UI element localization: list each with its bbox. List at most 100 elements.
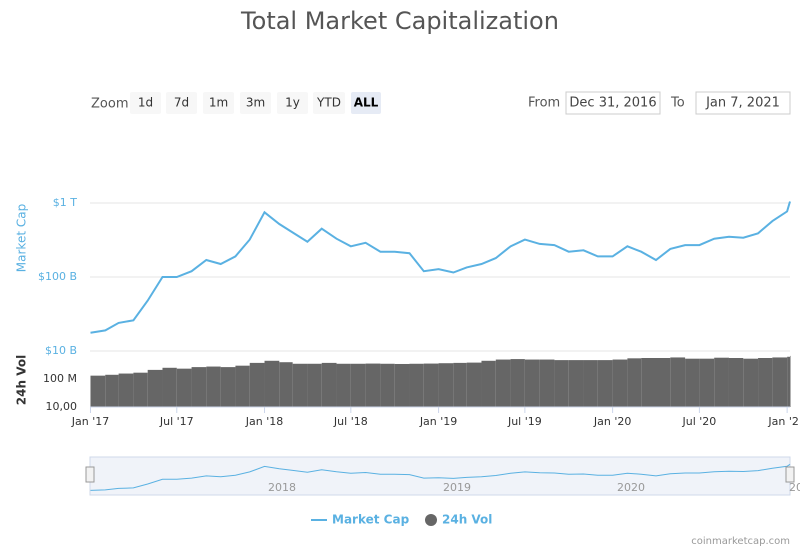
navigator-label: 20 <box>789 481 800 494</box>
zoom-button[interactable] <box>240 92 271 114</box>
x-tick-label: Jan '18 <box>245 415 283 428</box>
x-tick-label: Jul '19 <box>507 415 542 428</box>
volume-bar <box>790 355 791 407</box>
volume-bar <box>597 360 613 407</box>
volume-bar <box>336 363 351 407</box>
volume-bar <box>292 363 308 407</box>
x-tick-label: Jan '20 <box>593 415 631 428</box>
series-line <box>90 201 791 334</box>
credit: coinmarketcap.com <box>691 536 790 547</box>
volume-bar <box>772 357 788 407</box>
chart-title: Total Market Capitalization <box>240 7 559 35</box>
volume-bar <box>118 373 134 407</box>
volume-bar <box>685 358 700 407</box>
navigator-line <box>90 463 791 491</box>
zoom-button[interactable] <box>351 92 381 114</box>
volume-bar <box>670 357 686 407</box>
volume-bar <box>583 360 598 407</box>
volume-bar <box>220 367 236 407</box>
volume-bar <box>539 359 555 407</box>
volume-bar <box>743 358 759 407</box>
to-input[interactable] <box>695 91 791 115</box>
y-tick-label: 100 M <box>43 372 77 385</box>
zoom-button[interactable] <box>313 92 345 114</box>
zoom-label: Zoom <box>91 97 128 112</box>
volume-bar <box>656 358 671 407</box>
zoom-button-label[interactable]: ALL <box>354 96 379 110</box>
volume-bar <box>510 359 525 407</box>
navigator-handle[interactable] <box>85 466 95 483</box>
volume-bar <box>453 362 467 407</box>
legend-label[interactable]: Market Cap <box>332 513 410 527</box>
volume-bar <box>627 358 642 407</box>
from-value[interactable]: Dec 31, 2016 <box>569 96 656 111</box>
volume-bar <box>162 367 177 407</box>
volume-bar <box>279 362 293 407</box>
volume-bar <box>307 363 322 407</box>
volume-bar <box>612 359 628 407</box>
volume-bar <box>264 360 280 407</box>
zoom-button[interactable] <box>130 92 161 114</box>
y-tick-label: $100 B <box>38 270 77 283</box>
from-input[interactable] <box>565 91 661 115</box>
x-tick-label: Jan '19 <box>419 415 457 428</box>
volume-bar <box>176 368 192 407</box>
legend-symbol[interactable] <box>425 514 437 526</box>
zoom-button[interactable] <box>277 92 308 114</box>
x-tick-label: Jul '20 <box>682 415 717 428</box>
x-tick-label: Jul '17 <box>159 415 194 428</box>
volume-bar <box>105 374 119 407</box>
navigator-label: 2020 <box>617 481 645 494</box>
volume-bar <box>758 358 773 407</box>
volume-bar <box>481 360 496 407</box>
volume-bar <box>438 363 454 407</box>
to-label: To <box>670 96 685 111</box>
volume-bar <box>321 362 337 407</box>
volume-bar <box>394 363 410 407</box>
x-tick-label: Jul '18 <box>333 415 368 428</box>
zoom-button-label[interactable]: 7d <box>174 96 189 110</box>
volume-bar <box>714 357 729 407</box>
volume-bar <box>728 358 744 407</box>
volume-bar <box>423 363 439 407</box>
volume-bar <box>350 363 366 407</box>
legend-label[interactable]: 24h Vol <box>442 513 492 527</box>
volume-bar <box>699 358 715 407</box>
volume-bar <box>787 356 790 407</box>
volume-bar <box>191 367 207 407</box>
x-tick-label: Jan '21 <box>767 415 800 428</box>
zoom-button-label[interactable]: 1m <box>209 96 228 110</box>
volume-bar <box>206 366 221 407</box>
navigator-label: 2018 <box>268 481 296 494</box>
from-label: From <box>528 96 560 111</box>
volume-bar <box>568 360 584 407</box>
navigator-handle[interactable] <box>785 466 795 483</box>
volume-bar <box>90 375 106 407</box>
x-tick-label: Jan '17 <box>71 415 109 428</box>
volume-bar <box>249 362 265 407</box>
navigator[interactable] <box>89 456 791 496</box>
volume-bar <box>466 362 482 407</box>
y-axis-title: 24h Vol <box>15 355 29 405</box>
zoom-button-label[interactable]: 1y <box>285 96 300 110</box>
y-tick-label: 10,00 <box>46 400 78 413</box>
y-tick-label: $1 T <box>53 196 77 209</box>
to-value[interactable]: Jan 7, 2021 <box>705 96 780 111</box>
volume-bar <box>495 359 511 407</box>
zoom-button-label[interactable]: 3m <box>246 96 265 110</box>
y-tick-label: $10 B <box>45 344 77 357</box>
volume-bar <box>133 372 148 407</box>
volume-bar <box>641 358 657 407</box>
volume-bar <box>380 363 395 407</box>
zoom-button-label[interactable]: 1d <box>138 96 153 110</box>
zoom-button-label[interactable]: YTD <box>316 96 341 110</box>
volume-bar <box>147 369 163 407</box>
volume-bar <box>524 359 540 407</box>
volume-bar <box>365 363 381 407</box>
volume-bar <box>409 363 424 407</box>
zoom-button[interactable] <box>203 92 234 114</box>
navigator-label: 2019 <box>443 481 471 494</box>
y-axis-title: Market Cap <box>15 204 29 272</box>
zoom-button[interactable] <box>166 92 197 114</box>
